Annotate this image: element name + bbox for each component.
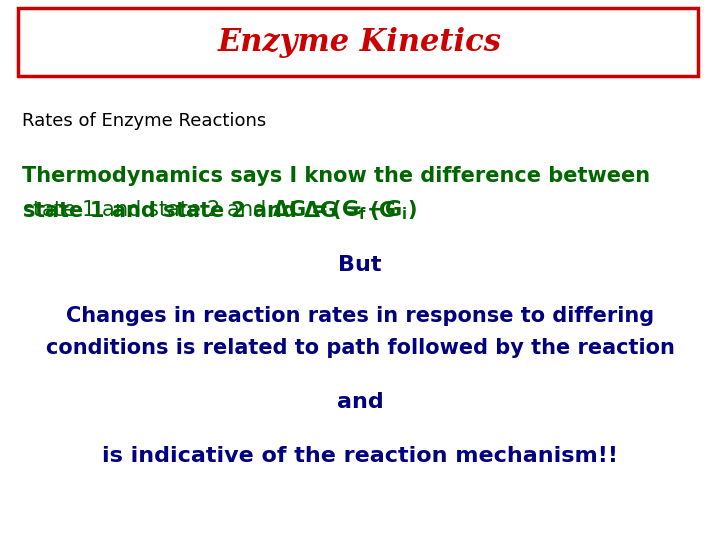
Text: Enzyme Kinetics: Enzyme Kinetics xyxy=(218,26,502,58)
Text: conditions is related to path followed by the reaction: conditions is related to path followed b… xyxy=(45,338,675,359)
Text: Thermodynamics says I know the difference between: Thermodynamics says I know the differenc… xyxy=(22,165,649,186)
Text: is indicative of the reaction mechanism!!: is indicative of the reaction mechanism!… xyxy=(102,446,618,467)
Text: state 1 and state 2 and $\bf{\Delta}$G = (G: state 1 and state 2 and $\bf{\Delta}$G =… xyxy=(22,199,396,222)
Text: But: But xyxy=(338,254,382,275)
Text: and: and xyxy=(337,392,383,413)
Text: Changes in reaction rates in response to differing: Changes in reaction rates in response to… xyxy=(66,306,654,326)
Text: state 1 and state 2 and $\mathbf{\Delta G = (G_{f}\!-\!G_{i})}$: state 1 and state 2 and $\mathbf{\Delta … xyxy=(22,199,417,222)
FancyBboxPatch shape xyxy=(18,8,698,76)
Text: Rates of Enzyme Reactions: Rates of Enzyme Reactions xyxy=(22,112,266,131)
